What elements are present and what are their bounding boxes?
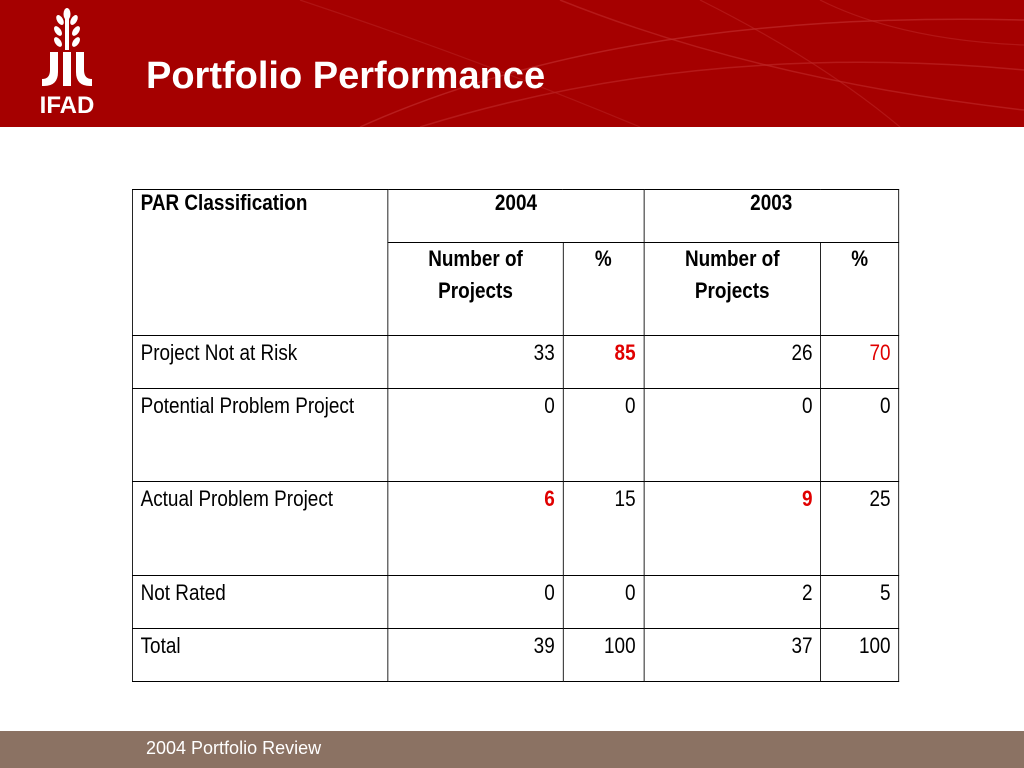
cell-number-2003: 37 [643, 628, 822, 682]
cell-number-2004: 39 [387, 628, 564, 682]
logo-wordmark: IFAD [39, 92, 95, 119]
cell-percent-2004: 100 [562, 628, 645, 682]
cell-percent-2004: 85 [562, 335, 645, 389]
slide-footer: 2004 Portfolio Review [0, 731, 1024, 768]
row-label: Actual Problem Project [131, 481, 389, 576]
cell-number-2003: 26 [643, 335, 822, 389]
header-swoosh-decoration [299, 0, 1024, 127]
column-header-year-2003: 2003 [643, 189, 900, 243]
footer-text: 2004 Portfolio Review [146, 738, 322, 758]
column-header-number-of-projects-2004: Number of Projects [387, 242, 564, 336]
row-label: Potential Problem Project [131, 388, 389, 482]
column-header-par-classification: PAR Classification [131, 189, 389, 336]
cell-number-2004: 0 [387, 575, 564, 629]
table-row: Project Not at Risk 33 85 26 70 [131, 335, 900, 389]
table-row: Not Rated 0 0 2 5 [131, 575, 900, 629]
cell-percent-2004: 0 [562, 388, 645, 482]
column-header-percent-2003: % [820, 242, 900, 336]
par-classification-table: PAR Classification 2004 2003 Number of P… [131, 189, 900, 682]
slide-header: IFAD Portfolio Performance [0, 0, 1024, 127]
cell-percent-2004: 15 [562, 481, 645, 576]
slide-title: Portfolio Performance [146, 55, 546, 97]
cell-number-2003: 2 [643, 575, 822, 629]
row-label: Project Not at Risk [131, 335, 389, 389]
cell-number-2004: 0 [387, 388, 564, 482]
wheat-emblem-icon [42, 8, 92, 86]
column-header-percent-2004: % [562, 242, 645, 336]
cell-number-2004: 6 [387, 481, 564, 576]
row-label: Not Rated [131, 575, 389, 629]
row-label: Total [131, 628, 389, 682]
table-row: Actual Problem Project 6 15 9 25 [131, 481, 900, 576]
cell-percent-2003: 70 [820, 335, 900, 389]
column-header-number-of-projects-2003: Number of Projects [643, 242, 822, 336]
table-row: Potential Problem Project 0 0 0 0 [131, 388, 900, 482]
column-header-year-2004: 2004 [387, 189, 645, 243]
cell-percent-2003: 0 [820, 388, 900, 482]
ifad-logo: IFAD [36, 6, 98, 122]
cell-number-2003: 9 [643, 481, 822, 576]
cell-number-2003: 0 [643, 388, 822, 482]
cell-percent-2003: 5 [820, 575, 900, 629]
cell-percent-2003: 100 [820, 628, 900, 682]
cell-percent-2003: 25 [820, 481, 900, 576]
table-row: Total 39 100 37 100 [131, 628, 900, 682]
cell-percent-2004: 0 [562, 575, 645, 629]
cell-number-2004: 33 [387, 335, 564, 389]
